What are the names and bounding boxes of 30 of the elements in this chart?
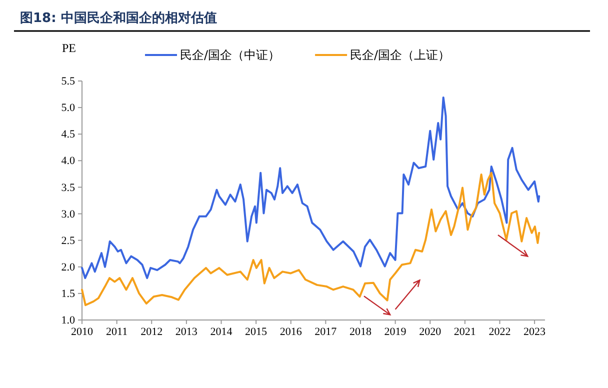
- x-tick-label: 2010: [71, 326, 94, 338]
- x-tick-label: 2014: [210, 326, 233, 338]
- y-tick-label: 1.0: [61, 314, 76, 327]
- x-tick-label: 2011: [106, 326, 128, 338]
- x-tick-label: 2021: [454, 326, 476, 338]
- chart-title: 图18: 中国民企和国企的相对估值: [20, 10, 217, 26]
- y-tick-label: 3.0: [61, 208, 76, 220]
- x-tick-label: 2015: [245, 326, 268, 338]
- y-tick-label: 3.5: [61, 182, 76, 194]
- y-tick-label: 4.0: [61, 155, 76, 168]
- legend-label: 民企/国企（上证）: [350, 48, 450, 62]
- line-series: [81, 172, 540, 306]
- y-tick-label: 5.5: [61, 76, 76, 88]
- y-tick-label: 1.5: [61, 288, 76, 300]
- x-tick-label: 2019: [384, 326, 407, 338]
- y-axis-title: PE: [62, 41, 76, 55]
- x-tick-label: 2017: [314, 326, 338, 338]
- x-tick-label: 2018: [349, 326, 372, 338]
- x-tick-label: 2012: [140, 326, 163, 338]
- x-tick-label: 2016: [280, 326, 302, 338]
- x-tick-label: 2020: [419, 326, 442, 338]
- y-tick-label: 4.5: [61, 128, 76, 141]
- x-tick-label: 2023: [524, 326, 546, 338]
- y-tick-label: 5.0: [61, 102, 76, 114]
- legend-label: 民企/国企（中证）: [180, 48, 280, 62]
- y-tick-label: 2.5: [61, 234, 76, 247]
- x-tick-label: 2013: [175, 326, 198, 338]
- x-tick-label: 2022: [488, 326, 511, 338]
- line-series: [81, 96, 540, 280]
- y-tick-label: 2.0: [61, 261, 76, 274]
